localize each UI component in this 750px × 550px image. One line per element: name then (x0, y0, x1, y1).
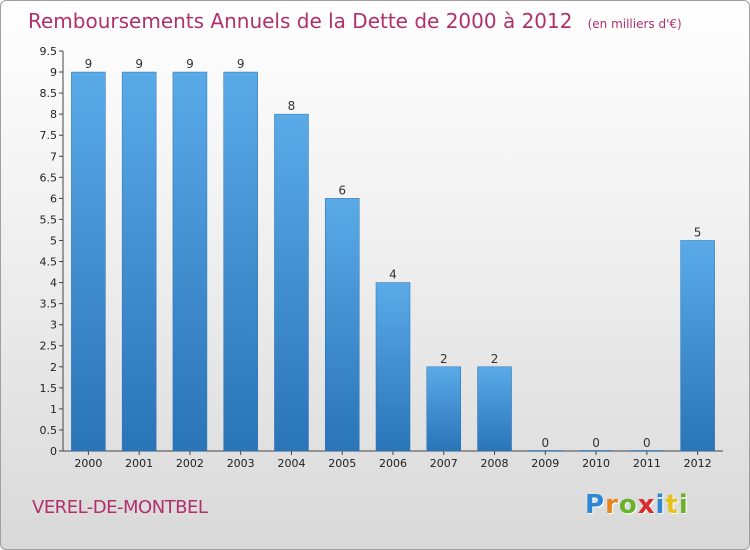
chart-subtitle: (en milliers d'€) (587, 17, 682, 31)
y-tick-label: 2.5 (40, 340, 58, 353)
brand-letter: o (618, 490, 638, 520)
bar-2002 (172, 71, 208, 452)
y-tick-label: 9.5 (40, 45, 58, 58)
x-tick-label-2008: 2008 (481, 457, 509, 470)
brand-letter: P (585, 490, 606, 520)
title-row: Remboursements Annuels de la Dette de 20… (28, 9, 682, 33)
brand-logo: Proxiti (585, 490, 689, 520)
bar-2005 (324, 198, 360, 452)
value-label-2005: 6 (338, 183, 346, 197)
bar-2010 (579, 450, 614, 451)
x-tick-label-2000: 2000 (74, 457, 102, 470)
value-label-2010: 0 (592, 436, 600, 450)
y-tick-label: 7 (50, 150, 57, 163)
bar-2008 (477, 366, 512, 452)
x-tick-label-2011: 2011 (633, 457, 661, 470)
chart-title: Remboursements Annuels de la Dette de 20… (28, 9, 573, 33)
value-label-2008: 2 (491, 352, 499, 366)
bar-2004 (274, 113, 309, 452)
x-tick-label-2010: 2010 (582, 457, 610, 470)
brand-letter: i (655, 490, 666, 520)
bar-2012 (680, 240, 715, 452)
value-label-2003: 9 (237, 57, 245, 71)
brand-letter: r (605, 490, 619, 520)
x-tick-label-2005: 2005 (328, 457, 356, 470)
y-tick-label: 3.5 (40, 298, 58, 311)
commune-name: VEREL-DE-MONTBEL (32, 497, 208, 518)
value-label-2001: 9 (135, 57, 143, 71)
y-tick-label: 8.5 (40, 87, 58, 100)
value-label-2011: 0 (643, 436, 651, 450)
brand-letter: i (678, 490, 689, 520)
y-tick-label: 1.5 (40, 382, 58, 395)
y-tick-label: 4 (50, 277, 57, 290)
y-tick-label: 0 (50, 445, 57, 458)
y-tick-label: 7.5 (40, 129, 58, 142)
y-tick-label: 5.5 (40, 213, 58, 226)
axes: 0 0.5 1 1.5 2 2.5 3 3.5 4 4.5 5 5.5 6 6.5 7 7.5 8 8.5 9 9.5… (40, 45, 723, 470)
value-label-2009: 0 (541, 436, 549, 450)
y-tick-label: 2 (50, 361, 57, 374)
x-tick-label-2007: 2007 (430, 457, 458, 470)
bar-2003 (223, 71, 258, 452)
bars: 9 9 9 9 8 6 4 2 2 0 0 0 5 (71, 57, 715, 452)
y-tick-label: 0.5 (40, 424, 58, 437)
value-label-2004: 8 (288, 99, 296, 113)
brand-letter: t (665, 490, 679, 520)
value-label-2006: 4 (389, 268, 397, 282)
bar-2011 (629, 450, 664, 451)
x-tick-label-2003: 2003 (227, 457, 255, 470)
bar-2001 (121, 71, 157, 452)
x-tick-label-2001: 2001 (125, 457, 153, 470)
x-tick-label-2012: 2012 (684, 457, 712, 470)
y-tick-label: 4.5 (40, 256, 58, 269)
value-label-2000: 9 (85, 57, 93, 71)
x-tick-label-2004: 2004 (277, 457, 305, 470)
y-tick-label: 1 (50, 403, 57, 416)
y-tick-label: 5 (50, 234, 57, 247)
y-tick-label: 3 (50, 319, 57, 332)
bar-2006 (375, 282, 411, 452)
y-tick-label: 6.5 (40, 171, 58, 184)
y-tick-label: 6 (50, 192, 57, 205)
x-tick-label-2002: 2002 (176, 457, 204, 470)
value-label-2002: 9 (186, 57, 194, 71)
y-tick-label: 8 (50, 108, 57, 121)
x-tick-label-2009: 2009 (531, 457, 559, 470)
x-tick-label-2006: 2006 (379, 457, 407, 470)
bar-2000 (71, 71, 106, 452)
bar-2009 (528, 450, 563, 451)
value-label-2012: 5 (694, 225, 702, 239)
value-label-2007: 2 (440, 352, 448, 366)
y-tick-label: 9 (50, 66, 57, 79)
brand-letter: x (637, 490, 656, 520)
bar-2007 (426, 366, 462, 452)
